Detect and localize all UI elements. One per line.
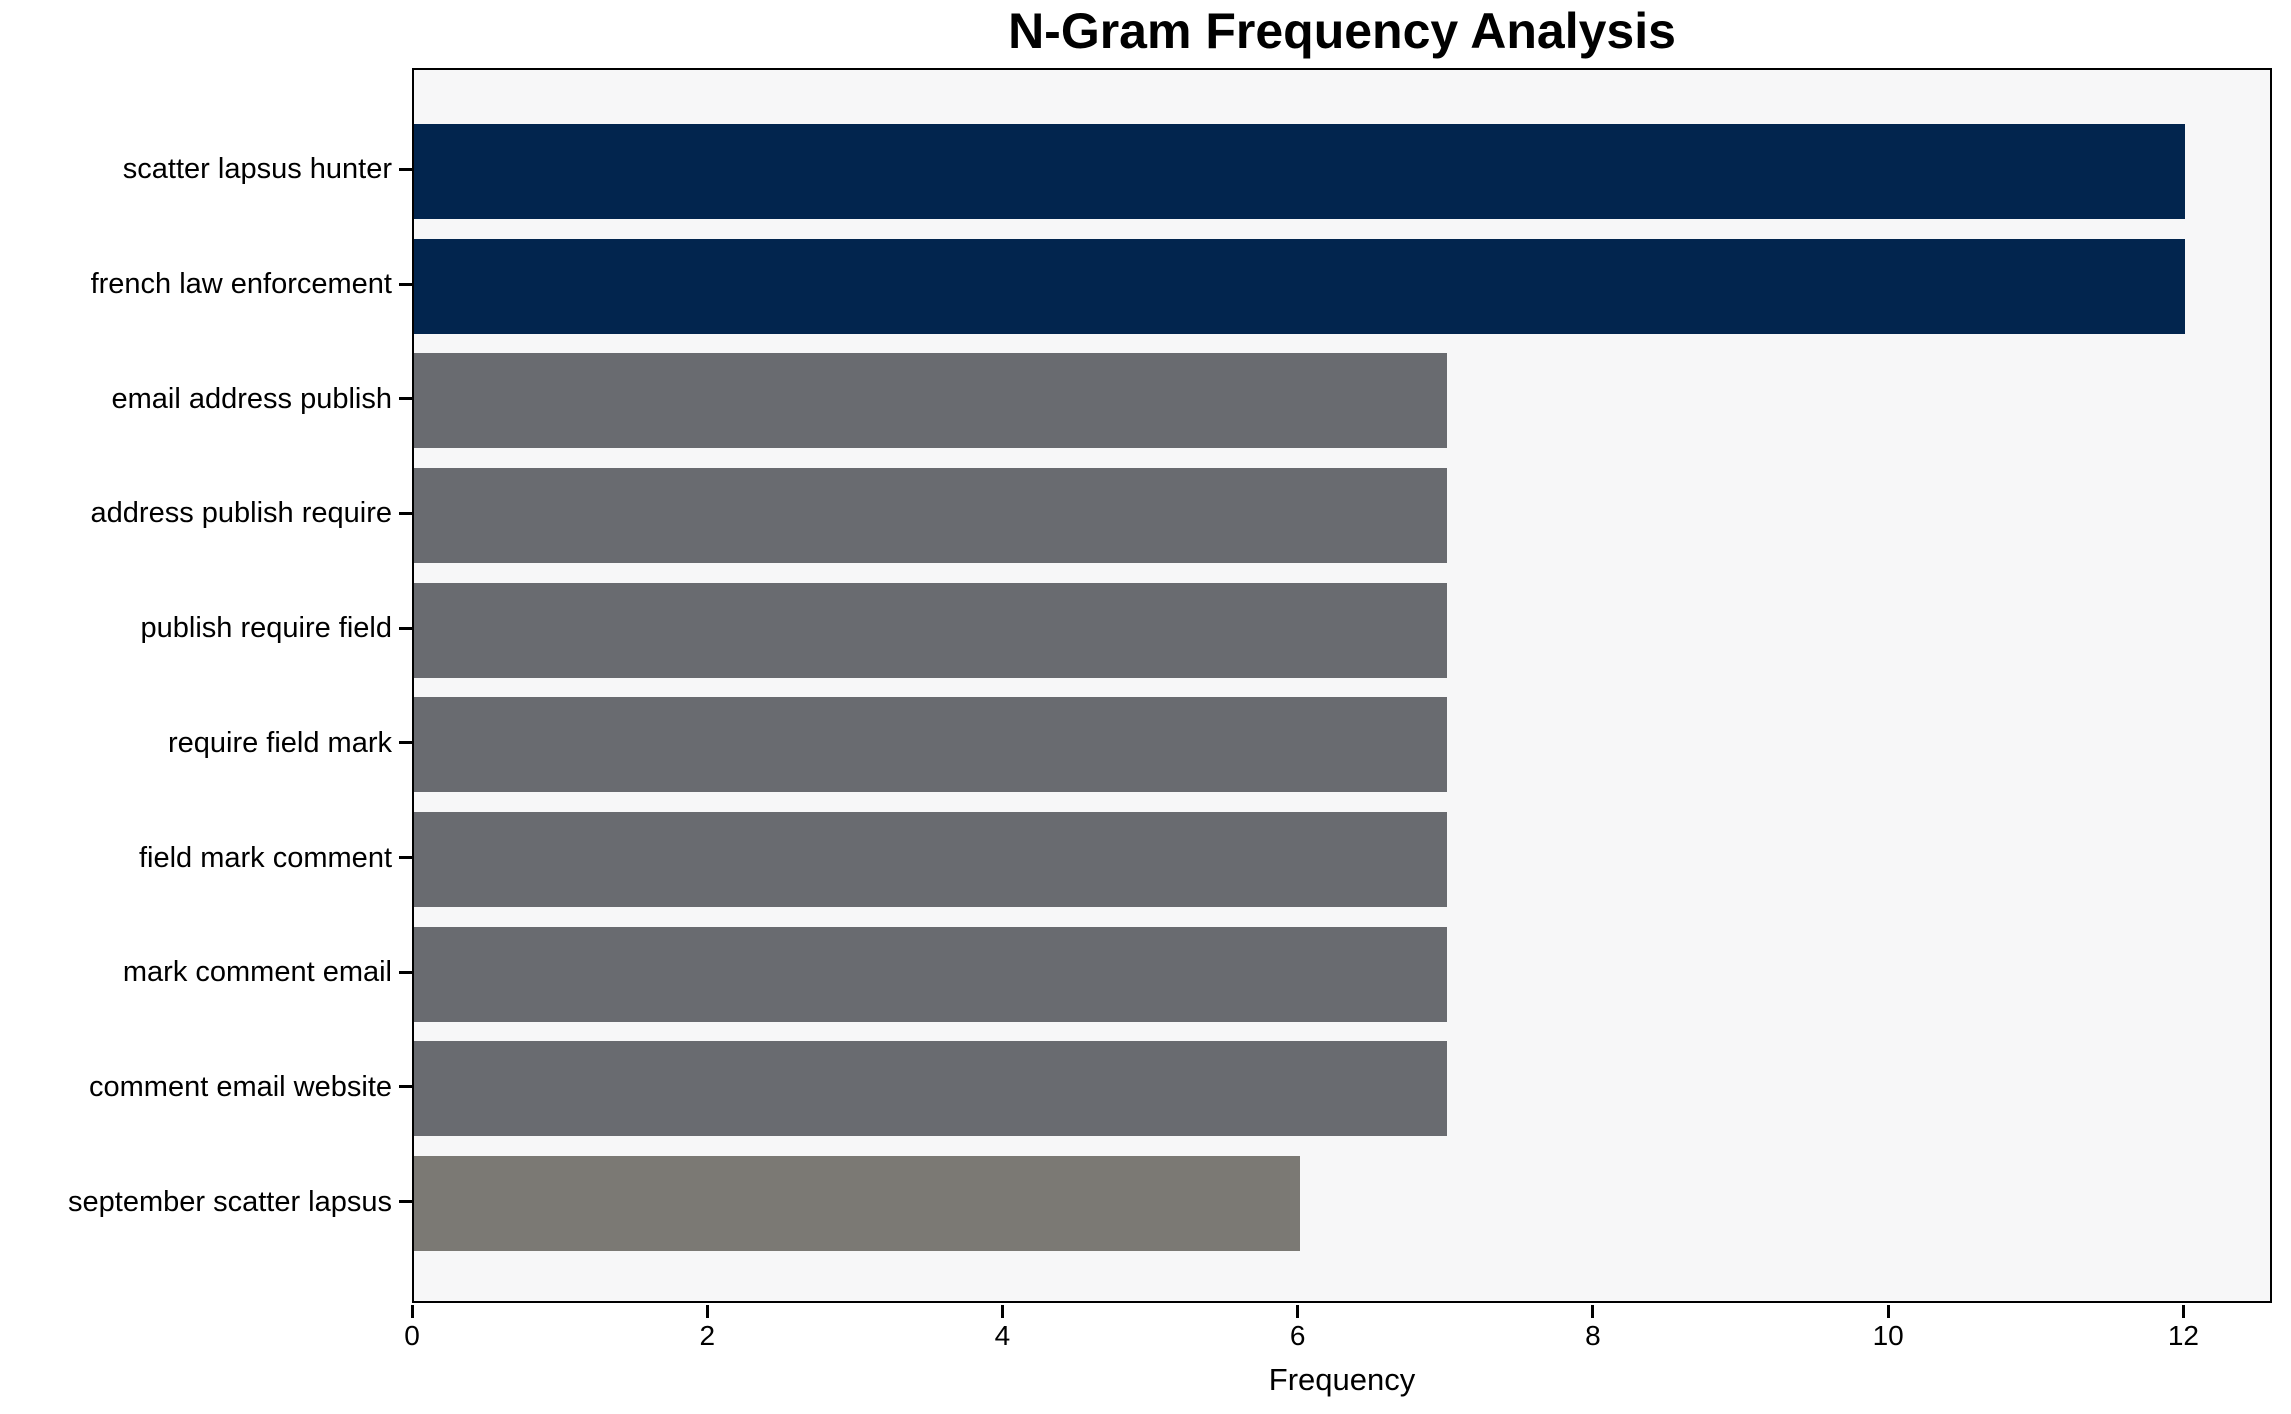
y-tick-mark [399,1085,412,1089]
x-axis-label: Frequency [1268,1362,1416,1397]
x-tick-mark [2181,1305,2185,1318]
y-tick-label: address publish require [90,497,392,530]
y-tick-mark [399,970,412,974]
y-tick-mark [399,741,412,745]
y-tick-mark [399,511,412,515]
x-tick-mark [410,1305,414,1318]
bar-publish-require-field [414,582,1448,678]
x-tick-mark [1000,1305,1004,1318]
y-tick-label: scatter lapsus hunter [122,153,392,186]
bar-comment-email-website [414,1041,1448,1137]
x-tick-mark [1886,1305,1890,1318]
y-tick-label: email address publish [111,382,392,415]
x-tick-mark [1296,1305,1300,1318]
bar-email-address-publish [414,353,1448,449]
bar-mark-comment-email [414,926,1448,1022]
y-tick-label: mark comment email [122,956,392,989]
y-tick-mark [399,282,412,286]
bar-scatter-lapsus-hunter [414,123,2186,219]
x-tick-label: 0 [404,1320,420,1351]
bar-field-mark-comment [414,812,1448,908]
x-tick-label: 6 [1289,1320,1306,1351]
x-tick-label: 4 [994,1320,1011,1351]
y-tick-label: require field mark [167,726,392,759]
plot-area [412,68,2272,1303]
bar-september-scatter-lapsus [414,1156,1300,1252]
y-tick-label: publish require field [140,612,392,645]
y-tick-label: field mark comment [138,841,392,874]
x-tick-label: 8 [1585,1320,1601,1351]
bar-address-publish-require [414,467,1448,563]
y-tick-mark [399,626,412,630]
y-tick-label: comment email website [89,1070,392,1103]
y-tick-mark [399,1200,412,1204]
y-tick-mark [399,397,412,401]
bar-french-law-enforcement [414,238,2186,334]
y-tick-label: september scatter lapsus [68,1185,392,1218]
bar-require-field-mark [414,697,1448,793]
chart-title: N-Gram Frequency Analysis [1008,3,1676,59]
y-tick-mark [399,167,412,171]
x-tick-mark [1591,1305,1595,1318]
y-tick-label: french law enforcement [90,268,392,301]
x-tick-label: 2 [699,1320,716,1351]
x-tick-mark [705,1305,709,1318]
x-tick-label: 12 [2167,1320,2199,1351]
y-tick-mark [399,856,412,860]
x-tick-label: 10 [1872,1320,1904,1351]
